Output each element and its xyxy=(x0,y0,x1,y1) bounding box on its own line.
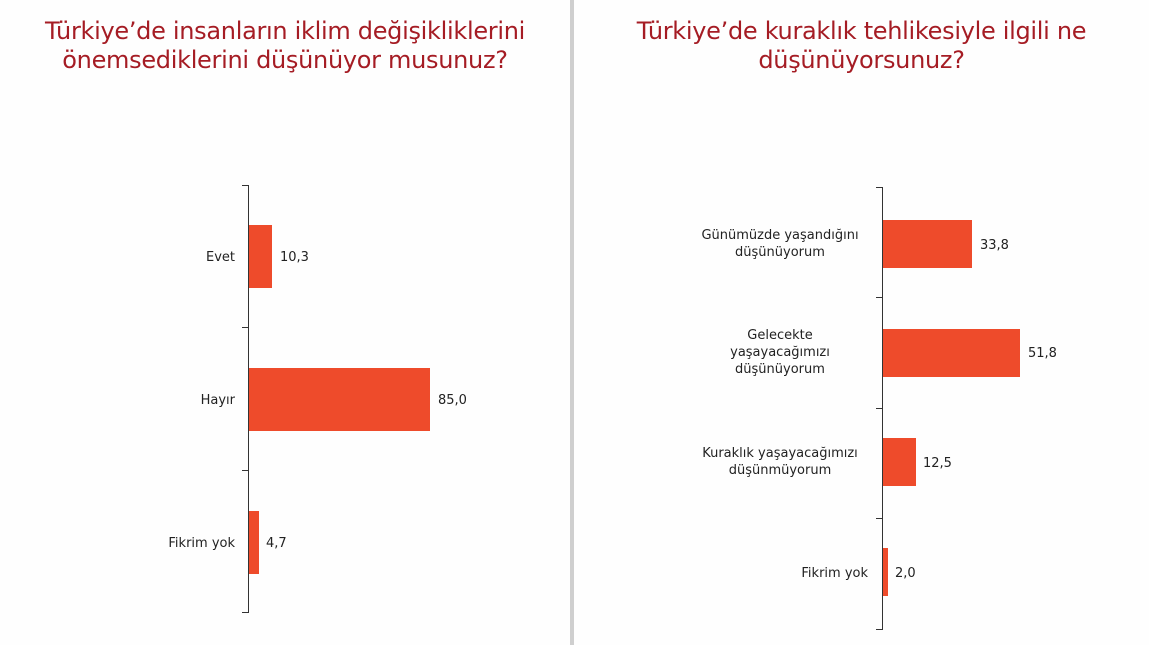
axis-tick xyxy=(242,470,248,471)
category-label: Günümüzde yaşandığını düşünüyorum xyxy=(690,227,870,261)
axis-tick xyxy=(876,187,882,188)
title-line: Türkiye’de kuraklık tehlikesiyle ilgili … xyxy=(636,17,1087,45)
bar-fikrim-yok xyxy=(249,511,259,574)
category-label: Evet xyxy=(205,250,235,265)
axis-tick xyxy=(242,185,248,186)
axis-tick xyxy=(876,297,882,298)
category-line: Günümüzde yaşandığını xyxy=(701,228,859,243)
value-label: 33,8 xyxy=(980,238,1009,253)
value-label: 10,3 xyxy=(280,250,309,265)
bar-kuraklik-yok xyxy=(883,438,916,486)
title-line: düşünüyorsunuz? xyxy=(758,46,965,74)
title-line: Türkiye’de insanların iklim değişiklikle… xyxy=(44,17,526,45)
category-line: Gelecekte xyxy=(747,328,813,343)
value-label: 12,5 xyxy=(923,456,952,471)
y-axis xyxy=(248,185,249,613)
category-line: Kuraklık yaşayacağımızı xyxy=(702,446,858,461)
axis-tick xyxy=(876,408,882,409)
value-label: 2,0 xyxy=(895,566,916,581)
bar-fikrim-yok xyxy=(883,548,888,596)
bar-hayir xyxy=(249,368,430,431)
axis-tick xyxy=(242,327,248,328)
value-label: 85,0 xyxy=(438,393,467,408)
category-line: yaşayacağımızı xyxy=(730,345,830,360)
axis-tick xyxy=(876,518,882,519)
category-line: düşünüyorum xyxy=(735,362,825,377)
category-label: Kuraklık yaşayacağımızı düşünmüyorum xyxy=(690,445,870,479)
axis-tick xyxy=(876,629,882,630)
chart-title: Türkiye’de kuraklık tehlikesiyle ilgili … xyxy=(574,17,1149,75)
category-label: Gelecekte yaşayacağımızı düşünüyorum xyxy=(690,327,870,378)
chart-title: Türkiye’de insanların iklim değişiklikle… xyxy=(0,17,570,75)
axis-tick xyxy=(242,612,248,613)
value-label: 51,8 xyxy=(1028,346,1057,361)
value-label: 4,7 xyxy=(266,536,287,551)
category-line: Fikrim yok xyxy=(801,566,868,581)
panel-divider xyxy=(570,0,574,645)
category-label: Hayır xyxy=(200,393,235,408)
bar-gelecekte xyxy=(883,329,1020,377)
bar-evet xyxy=(249,225,272,288)
title-line: önemsediklerini düşünüyor musunuz? xyxy=(62,46,508,74)
bar-gunumuzde xyxy=(883,220,972,268)
category-line: düşünmüyorum xyxy=(728,463,832,478)
y-axis xyxy=(882,187,883,630)
category-line: düşünüyorum xyxy=(735,245,825,260)
category-label: Fikrim yok xyxy=(168,536,235,551)
category-label: Fikrim yok xyxy=(690,565,870,582)
